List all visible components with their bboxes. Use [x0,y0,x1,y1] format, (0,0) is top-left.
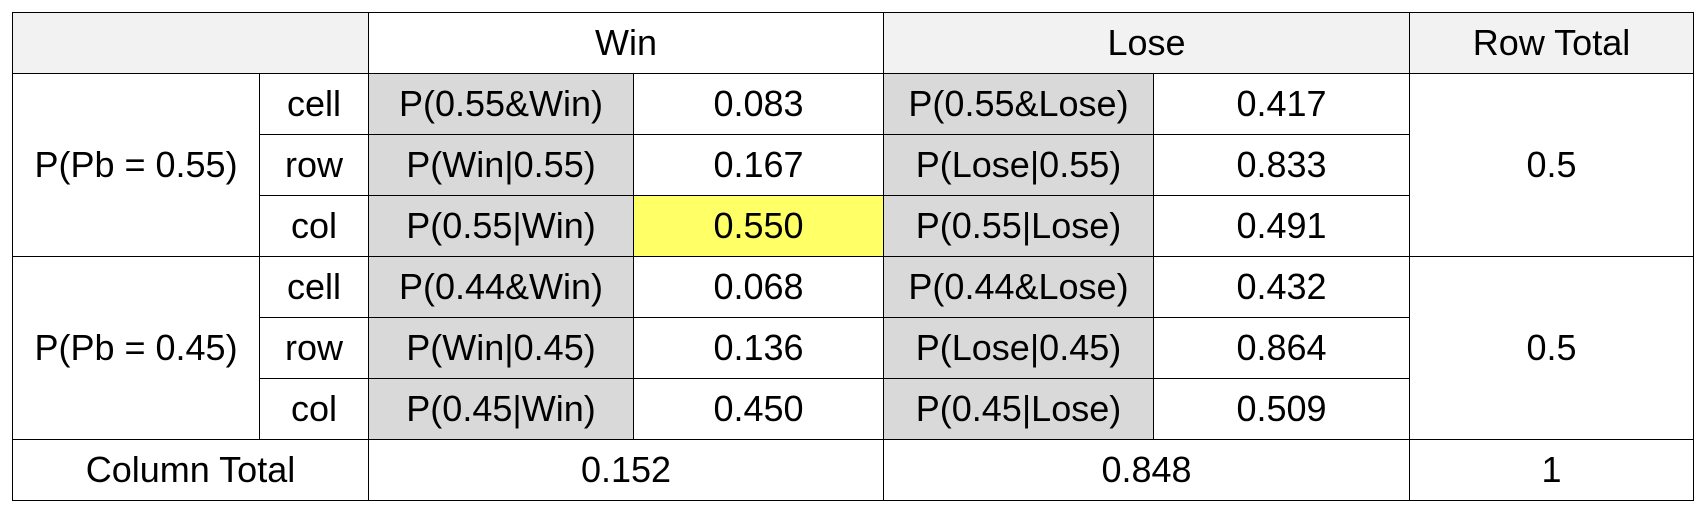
row-type-label: row [259,317,369,379]
win-prob-value: 0.167 [633,134,884,196]
row-total-header: Row Total [1409,12,1695,74]
lose-prob-label: P(0.45|Lose) [883,378,1154,440]
group-row-total: 0.5 [1409,256,1695,440]
win-column-total: 0.152 [368,439,884,501]
lose-prob-label: P(0.44&Lose) [883,256,1154,318]
probability-table-container: Win Lose Row Total P(Pb = 0.55) cell P(0… [12,12,1695,501]
lose-prob-label: P(Lose|0.45) [883,317,1154,379]
group-label: P(Pb = 0.55) [12,73,260,257]
lose-prob-value: 0.833 [1152,134,1411,196]
grand-total: 1 [1409,439,1695,501]
win-prob-label: P(Win|0.55) [368,134,634,196]
table-row: col P(0.55|Win) 0.550 P(0.55|Lose) 0.491 [13,195,1694,257]
win-prob-value: 0.068 [633,256,884,318]
header-row: Win Lose Row Total [12,12,1695,74]
table-row: col P(0.45|Win) 0.450 P(0.45|Lose) 0.509 [13,378,1694,440]
win-prob-label: P(0.45|Win) [368,378,634,440]
table-row: P(Pb = 0.45) cell P(0.44&Win) 0.068 P(0.… [12,256,1695,440]
lose-prob-value: 0.509 [1152,378,1411,440]
row-type-label: cell [259,73,369,135]
win-prob-label: P(Win|0.45) [368,317,634,379]
lose-prob-label: P(0.55|Lose) [883,195,1154,257]
win-prob-label: P(0.44&Win) [368,256,634,318]
lose-column-total: 0.848 [882,439,1411,501]
column-total-label: Column Total [12,439,369,501]
lose-prob-label: P(Lose|0.55) [883,134,1154,196]
row-type-label: col [259,378,369,440]
probability-table: Win Lose Row Total P(Pb = 0.55) cell P(0… [12,12,1695,501]
row-type-label: cell [259,256,369,318]
win-prob-value: 0.450 [633,378,884,440]
lose-prob-value: 0.864 [1152,317,1411,379]
highlighted-win-prob-value: 0.550 [633,195,884,257]
lose-prob-value: 0.491 [1152,195,1411,257]
row-type-label: col [259,195,369,257]
corner-cell [12,12,369,74]
column-total-row: Column Total 0.152 0.848 1 [12,439,1695,501]
table-row: row P(Win|0.55) 0.167 P(Lose|0.55) 0.833 [13,134,1694,196]
lose-prob-value: 0.417 [1152,73,1411,135]
group-label: P(Pb = 0.45) [12,256,260,440]
row-type-label: row [259,134,369,196]
lose-header: Lose [882,12,1411,74]
win-prob-value: 0.136 [633,317,884,379]
win-prob-label: P(0.55|Win) [368,195,634,257]
win-prob-label: P(0.55&Win) [368,73,634,135]
lose-prob-value: 0.432 [1152,256,1411,318]
lose-prob-label: P(0.55&Lose) [883,73,1154,135]
table-row: P(Pb = 0.55) cell P(0.55&Win) 0.083 P(0.… [12,73,1695,257]
win-prob-value: 0.083 [633,73,884,135]
win-header: Win [368,12,884,74]
group-row-total: 0.5 [1409,73,1695,257]
